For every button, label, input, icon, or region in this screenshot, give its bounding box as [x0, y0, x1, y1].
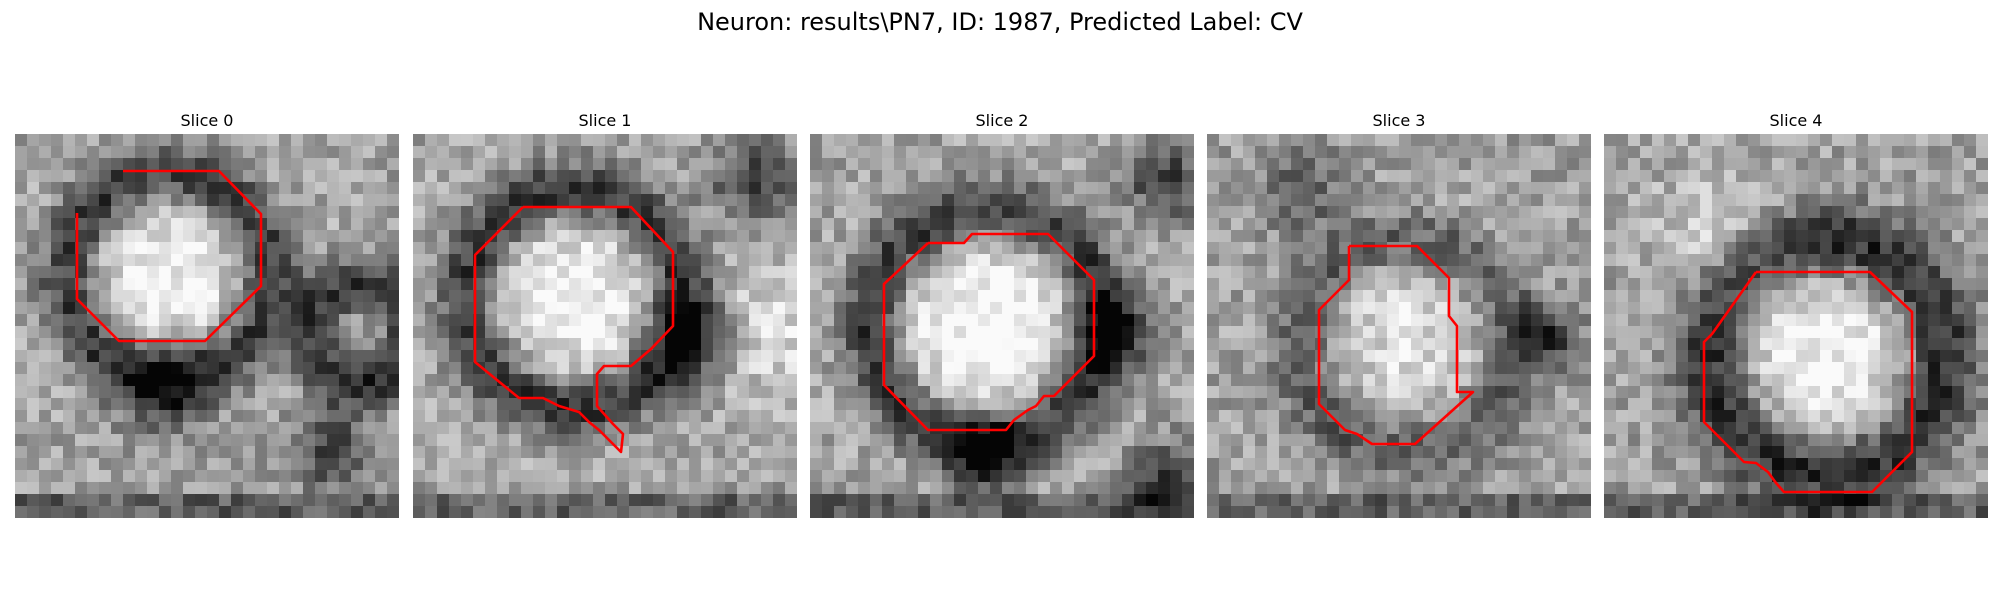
- slice-image-3: [1207, 134, 1591, 518]
- slice-title-4: Slice 4: [1769, 111, 1823, 130]
- slice-image-0: [15, 134, 399, 518]
- roi-contour-4: [1702, 270, 1914, 494]
- slice-title-1: Slice 1: [578, 111, 632, 130]
- slice-title-0: Slice 0: [180, 111, 234, 130]
- slice-title-2: Slice 2: [975, 111, 1029, 130]
- slice-title-3: Slice 3: [1372, 111, 1426, 130]
- roi-contour-1: [473, 205, 675, 454]
- roi-contour-3: [1317, 244, 1475, 446]
- roi-contour-0: [75, 169, 263, 343]
- slice-image-4: [1604, 134, 1988, 518]
- slice-image-2: [810, 134, 1194, 518]
- figure-title: Neuron: results\PN7, ID: 1987, Predicted…: [697, 8, 1303, 36]
- roi-contour-2: [882, 232, 1096, 432]
- slice-image-1: [413, 134, 797, 518]
